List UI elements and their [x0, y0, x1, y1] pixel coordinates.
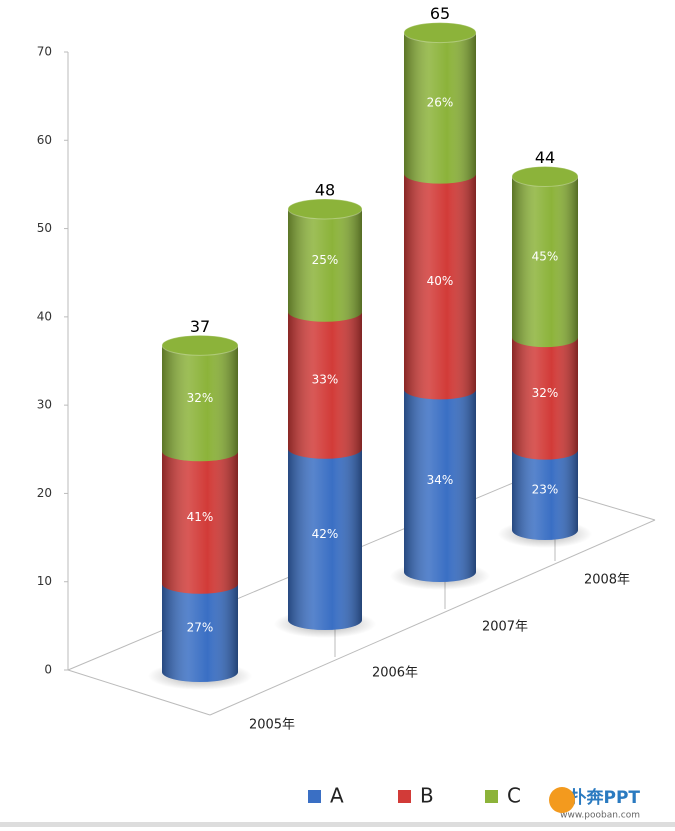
- segment-shade: [162, 583, 238, 682]
- legend-swatch: [485, 790, 498, 803]
- x-tick-label: 2005年: [249, 718, 295, 733]
- share-label: 27%: [187, 620, 214, 634]
- share-label: 32%: [187, 391, 214, 405]
- y-tick-label: 0: [44, 663, 52, 677]
- total-label: 48: [315, 180, 335, 199]
- share-label: 34%: [427, 473, 454, 487]
- y-tick-label: 20: [37, 486, 52, 500]
- share-label: 41%: [187, 510, 214, 524]
- legend-label: A: [330, 784, 344, 808]
- segment-shade: [512, 337, 578, 460]
- legend-label: C: [507, 784, 521, 808]
- x-tick-label: 2008年: [584, 573, 630, 588]
- url: www.pooban.com: [560, 811, 640, 821]
- segment-shade: [288, 311, 362, 459]
- share-label: 40%: [427, 274, 454, 288]
- segment-shade: [404, 32, 476, 184]
- segment-shade: [512, 176, 578, 348]
- bottom-border: [0, 822, 675, 827]
- segment-shade: [404, 389, 476, 582]
- y-tick-label: 10: [37, 574, 52, 588]
- share-label: 26%: [427, 96, 454, 110]
- segment-shade: [288, 448, 362, 630]
- y-tick-label: 50: [37, 221, 52, 235]
- total-label: 44: [535, 148, 555, 167]
- total-label: 37: [190, 317, 210, 336]
- cylinder-top: [161, 334, 239, 356]
- cylinder-top: [403, 22, 477, 44]
- segment-shade: [404, 173, 476, 400]
- segment-shade: [162, 451, 238, 594]
- legend-swatch: [398, 790, 411, 803]
- segment-shade: [162, 345, 238, 462]
- total-label: 65: [430, 4, 450, 23]
- share-label: 45%: [532, 249, 559, 263]
- y-tick-label: 70: [37, 45, 52, 59]
- x-tick-label: 2006年: [372, 666, 418, 681]
- share-label: 25%: [312, 253, 339, 267]
- y-tick-label: 40: [37, 309, 52, 323]
- cylinder-top: [287, 198, 363, 220]
- share-label: 33%: [312, 373, 339, 387]
- cylinder-top: [511, 166, 579, 188]
- legend-label: B: [420, 784, 434, 808]
- segment-shade: [288, 208, 362, 322]
- x-tick-label: 2007年: [482, 620, 528, 635]
- segment-shade: [512, 449, 578, 540]
- y-tick-label: 60: [37, 133, 52, 147]
- logo: [549, 787, 575, 813]
- share-label: 42%: [312, 527, 339, 541]
- legend-swatch: [308, 790, 321, 803]
- brand: 扑奔PPT: [569, 787, 640, 808]
- y-tick-label: 30: [37, 398, 52, 412]
- share-label: 23%: [532, 482, 559, 496]
- share-label: 32%: [532, 386, 559, 400]
